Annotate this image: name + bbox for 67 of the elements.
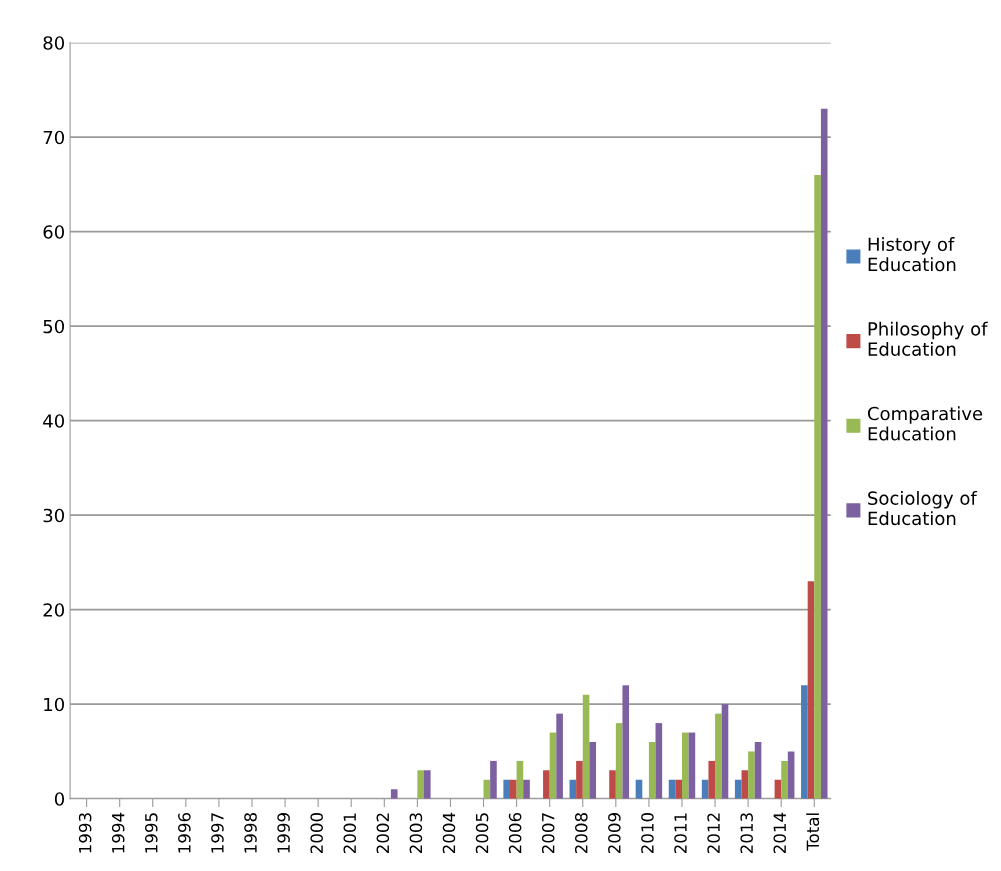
y-tick-label: 10 [44,697,65,712]
x-tick-label: 1999 [277,813,290,853]
bar [807,581,815,799]
bar [615,723,623,799]
bar [509,779,517,799]
y-tick-label: 50 [43,319,65,334]
x-tick-label: 2010 [641,813,654,854]
bar [648,742,656,799]
bar [801,685,808,799]
legend-label: Philosophy of Education [868,321,988,356]
x-tick-label: 2014 [773,812,787,854]
y-tick-label: 0 [54,792,65,806]
y-tick-label: 80 [43,36,65,50]
bar [417,770,424,799]
y-tick-label: 70 [43,130,65,145]
bar [556,713,563,799]
bar [754,742,762,799]
x-tick-label: 2001 [343,813,357,854]
x-tick-label: 1993 [78,813,92,853]
bar [609,770,616,799]
bar [423,770,431,799]
x-tick-label: 2007 [541,813,555,854]
x-tick-label: 2005 [475,813,489,854]
legend-label: Comparative Education [867,406,983,441]
x-tick-label: 2006 [508,812,522,854]
bar [681,732,689,799]
x-tick-label: 2011 [674,813,687,854]
bar [820,108,828,799]
bar [814,174,821,799]
bar [721,704,729,799]
x-tick-label: 2002 [376,813,390,854]
bar [748,751,755,799]
bar [715,713,722,799]
x-tick-label: 1996 [178,812,191,853]
bar [503,779,510,799]
bar [734,779,742,799]
bar [589,742,596,799]
x-tick-label: 2009 [608,813,621,854]
bar [576,760,583,799]
x-tick-label: 2012 [707,813,720,854]
x-tick-label: 2003 [409,813,423,854]
bar [390,789,398,799]
bar [582,694,590,799]
x-tick-label: 1995 [144,813,158,853]
y-tick-label: 60 [43,225,65,239]
x-tick-label: 1998 [244,813,257,853]
legend-label: Sociology of Education [868,491,978,526]
x-tick-label: 1997 [211,813,224,853]
x-tick-label: 2013 [740,813,753,854]
bar [787,751,795,799]
bar [781,760,788,799]
bar [655,723,663,799]
x-tick-label: Total [806,813,820,851]
legend-label: History of Education [868,237,956,272]
bar [622,685,630,799]
x-tick-label: 2004 [442,812,456,854]
bar [543,770,550,799]
x-tick-label: 2000 [310,813,323,854]
bar [490,760,497,799]
y-tick-label: 20 [43,603,65,617]
bar [675,779,682,799]
x-tick-label: 2008 [574,813,588,854]
y-tick-label: 40 [43,414,65,428]
bar [708,760,716,799]
bar [523,779,530,799]
y-tick-label: 30 [43,508,65,523]
x-tick-label: 1994 [111,812,125,853]
